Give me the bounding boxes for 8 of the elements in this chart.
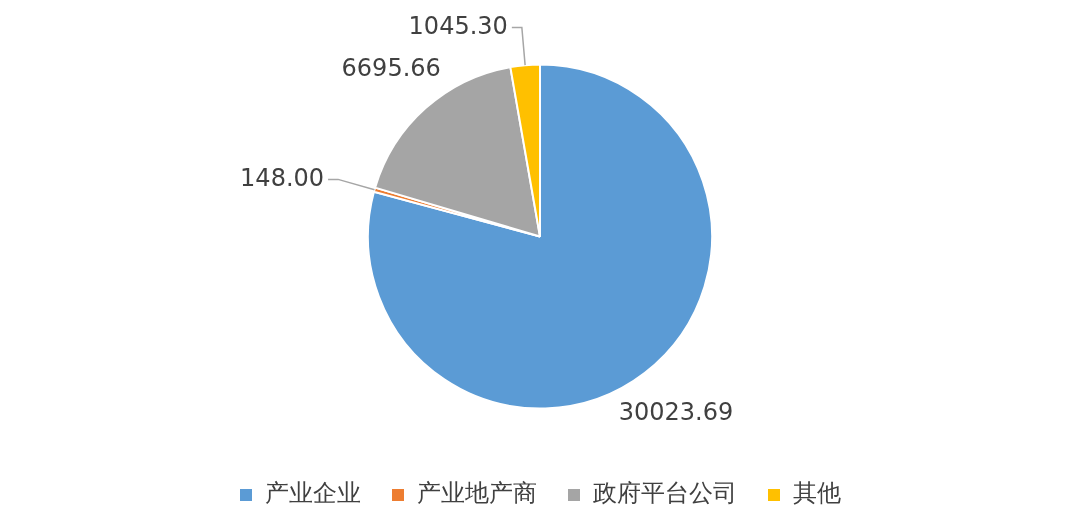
- data-label: 6695.66: [341, 53, 441, 82]
- data-label: 1045.30: [408, 11, 508, 40]
- legend-label: 政府平台公司: [593, 479, 737, 508]
- legend-label: 其他: [793, 479, 841, 508]
- legend-label: 产业地产商: [417, 479, 537, 508]
- data-label: 30023.69: [618, 398, 734, 427]
- legend-label: 产业企业: [265, 479, 361, 508]
- data-label: 148.00: [240, 163, 325, 192]
